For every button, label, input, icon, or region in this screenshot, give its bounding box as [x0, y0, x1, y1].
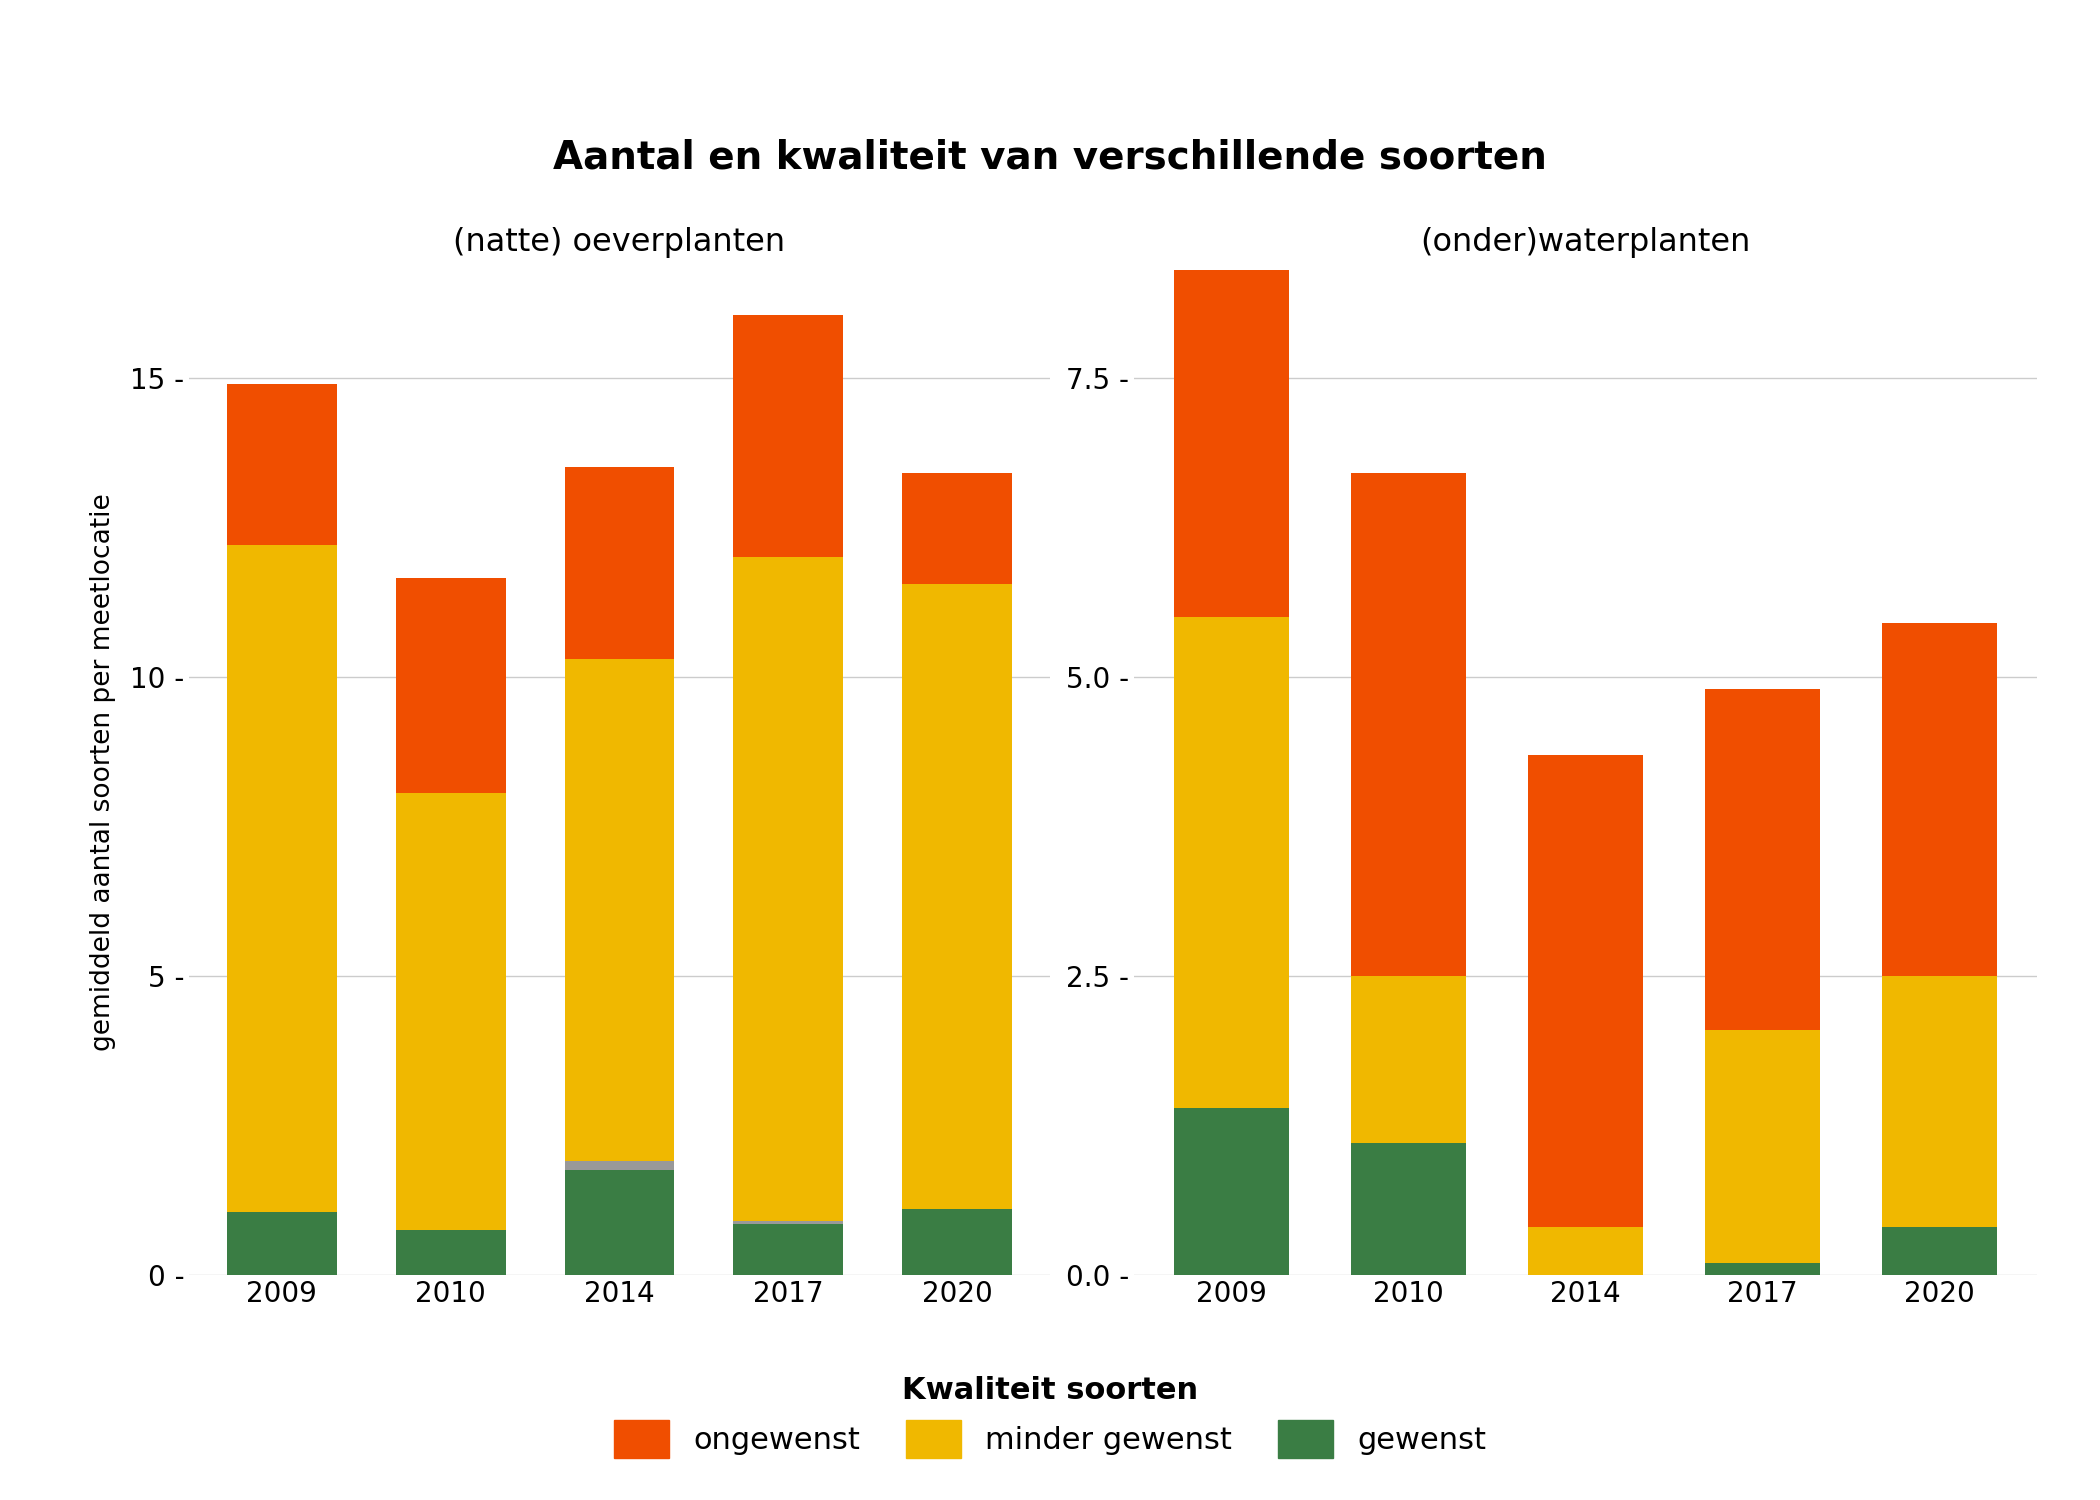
Y-axis label: gemiddeld aantal soorten per meetlocatie: gemiddeld aantal soorten per meetlocatie — [90, 494, 116, 1052]
Bar — [1174, 616, 1289, 1107]
Title: (onder)waterplanten: (onder)waterplanten — [1420, 226, 1751, 258]
Bar — [1705, 1263, 1821, 1275]
Bar — [1529, 754, 1642, 1227]
Bar — [1705, 688, 1821, 1029]
Bar — [733, 315, 844, 556]
Bar — [903, 474, 1012, 584]
Bar — [227, 1212, 336, 1275]
Bar — [395, 1230, 506, 1275]
Text: Aantal en kwaliteit van verschillende soorten: Aantal en kwaliteit van verschillende so… — [552, 138, 1548, 177]
Bar — [565, 468, 674, 658]
Bar — [1882, 976, 1997, 1227]
Bar — [1705, 1029, 1821, 1263]
Legend: ongewenst, minder gewenst, gewenst: ongewenst, minder gewenst, gewenst — [601, 1364, 1499, 1470]
Bar — [227, 544, 336, 1212]
Bar — [565, 1161, 674, 1170]
Bar — [1174, 0, 1289, 616]
Bar — [395, 578, 506, 794]
Bar — [903, 584, 1012, 1209]
Bar — [565, 1170, 674, 1275]
Bar — [1350, 976, 1466, 1143]
Title: (natte) oeverplanten: (natte) oeverplanten — [454, 226, 785, 258]
Bar — [395, 794, 506, 1230]
Bar — [1350, 1143, 1466, 1275]
Bar — [733, 556, 844, 1221]
Bar — [1350, 474, 1466, 976]
Bar — [1882, 1227, 1997, 1275]
Bar — [227, 384, 336, 544]
Bar — [733, 1221, 844, 1224]
Bar — [565, 658, 674, 1161]
Bar — [1529, 1227, 1642, 1275]
Bar — [733, 1224, 844, 1275]
Bar — [1174, 1107, 1289, 1275]
Bar — [1882, 622, 1997, 976]
Bar — [903, 1209, 1012, 1275]
